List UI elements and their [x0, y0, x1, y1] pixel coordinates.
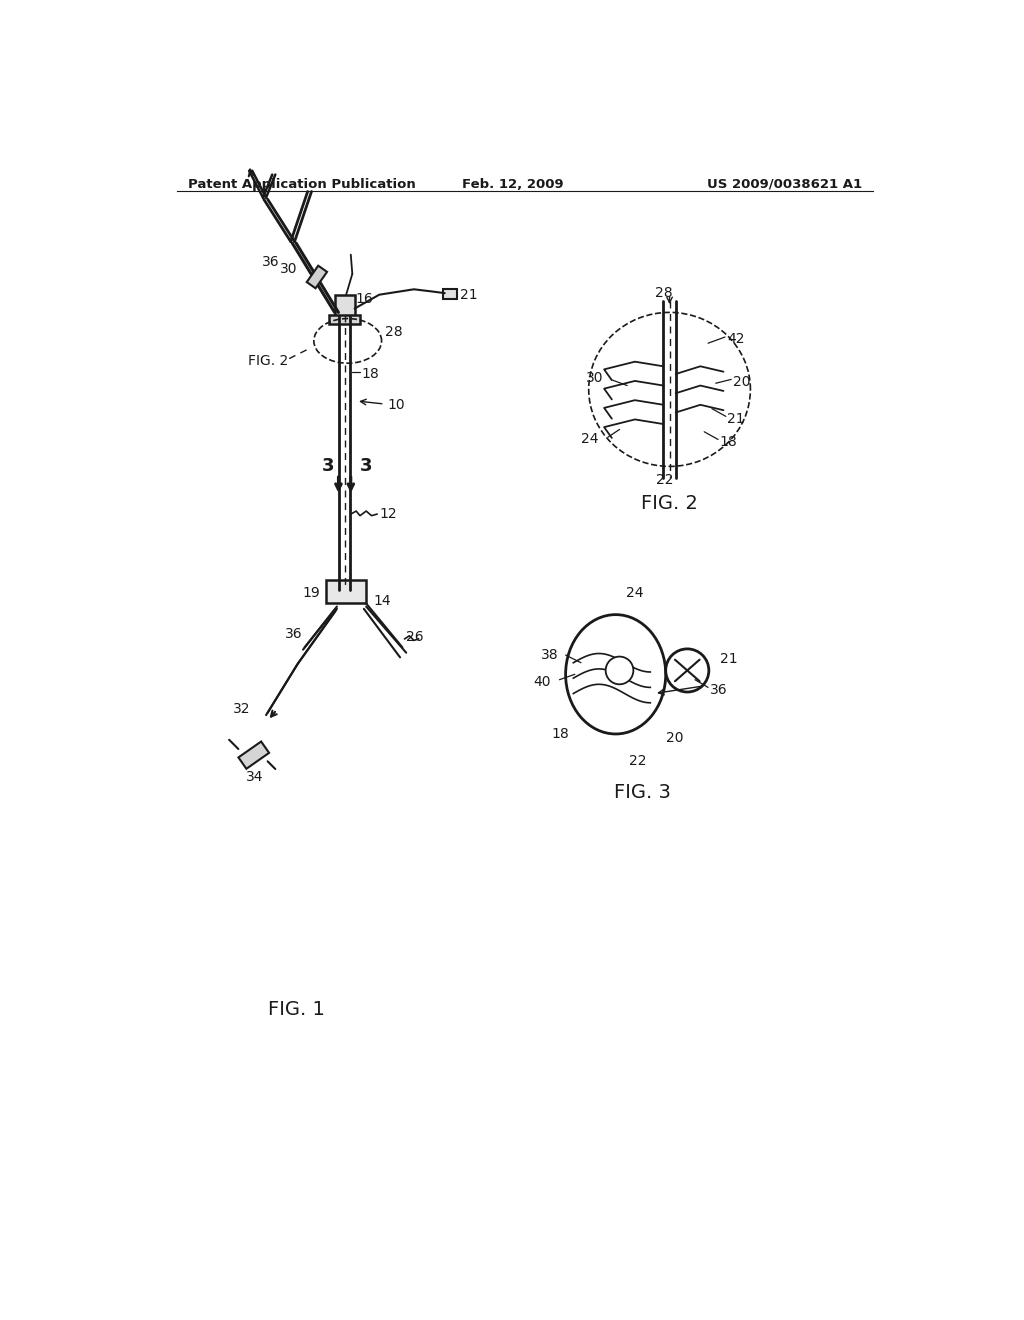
- Text: 28: 28: [654, 286, 672, 300]
- Text: 3: 3: [359, 457, 373, 475]
- FancyBboxPatch shape: [335, 294, 354, 317]
- Circle shape: [666, 649, 709, 692]
- Text: 36: 36: [285, 627, 302, 642]
- Text: 36: 36: [261, 255, 280, 269]
- Polygon shape: [307, 265, 327, 288]
- Text: 18: 18: [552, 726, 569, 741]
- Text: 40: 40: [534, 675, 551, 689]
- Text: 21: 21: [727, 412, 744, 425]
- Text: Feb. 12, 2009: Feb. 12, 2009: [462, 178, 563, 190]
- Polygon shape: [239, 742, 269, 768]
- Text: 38: 38: [541, 648, 559, 663]
- Text: US 2009/0038621 A1: US 2009/0038621 A1: [707, 178, 862, 190]
- Ellipse shape: [565, 615, 666, 734]
- Text: 19: 19: [302, 586, 321, 601]
- Text: 22: 22: [629, 754, 646, 768]
- Text: 34: 34: [246, 770, 263, 784]
- Text: Patent Application Publication: Patent Application Publication: [188, 178, 416, 190]
- Text: 10: 10: [387, 397, 404, 412]
- Text: 26: 26: [407, 631, 424, 644]
- FancyBboxPatch shape: [443, 289, 457, 300]
- Text: 12: 12: [379, 507, 397, 521]
- FancyBboxPatch shape: [330, 314, 360, 323]
- Text: 42: 42: [727, 333, 744, 346]
- Text: 32: 32: [233, 702, 251, 715]
- Text: 14: 14: [374, 594, 391, 609]
- Text: 24: 24: [581, 433, 598, 446]
- Text: 3: 3: [322, 457, 334, 475]
- FancyBboxPatch shape: [326, 581, 367, 603]
- Text: 22: 22: [655, 474, 673, 487]
- Text: 20: 20: [733, 375, 751, 388]
- Text: FIG. 1: FIG. 1: [267, 999, 325, 1019]
- Text: FIG. 2: FIG. 2: [249, 354, 289, 368]
- Text: 24: 24: [626, 586, 644, 601]
- Text: 30: 30: [280, 263, 297, 276]
- Text: 18: 18: [361, 367, 379, 381]
- Text: 18: 18: [720, 434, 737, 449]
- Text: 28: 28: [385, 325, 402, 339]
- Text: 30: 30: [587, 371, 604, 385]
- Text: 36: 36: [711, 682, 728, 697]
- Text: FIG. 3: FIG. 3: [614, 783, 671, 801]
- Text: 21: 21: [460, 288, 478, 302]
- Text: 21: 21: [720, 652, 737, 665]
- Text: 16: 16: [355, 292, 373, 306]
- Text: 20: 20: [666, 731, 683, 746]
- Text: FIG. 2: FIG. 2: [641, 494, 698, 513]
- Circle shape: [605, 656, 634, 684]
